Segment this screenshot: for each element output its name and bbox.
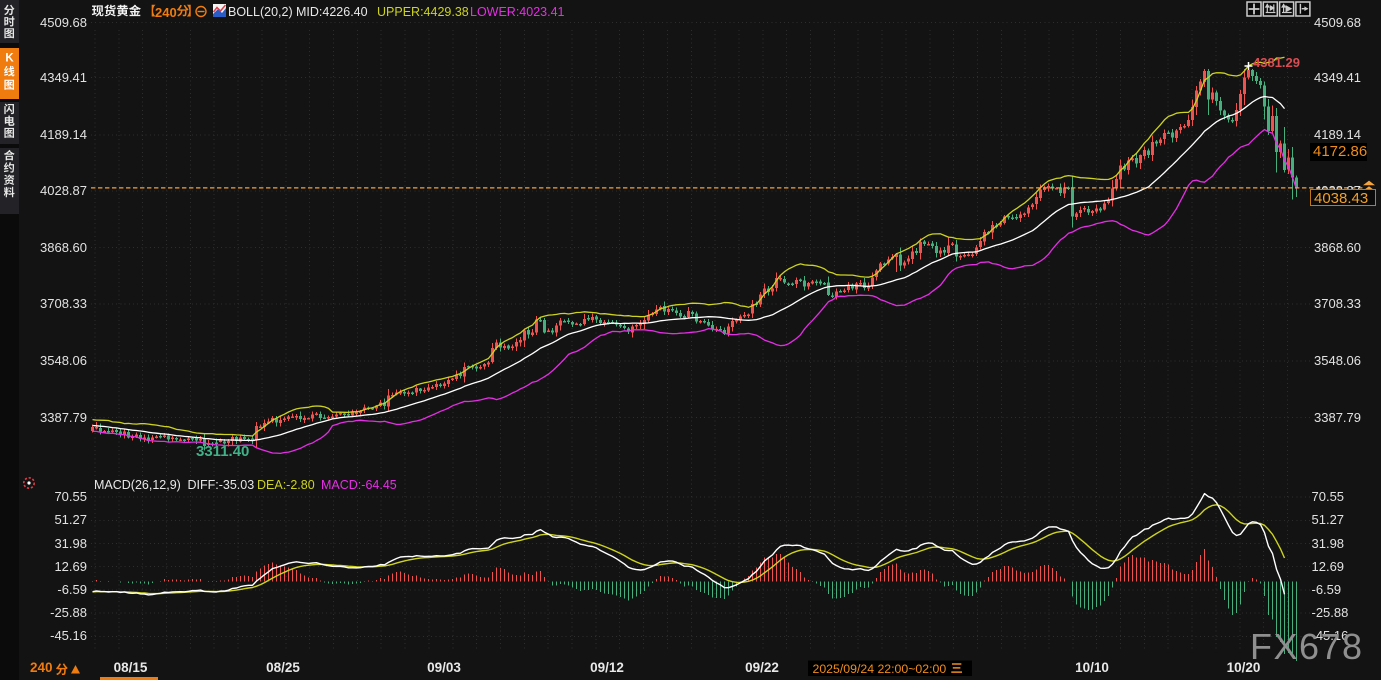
svg-text:K: K [5, 53, 14, 65]
